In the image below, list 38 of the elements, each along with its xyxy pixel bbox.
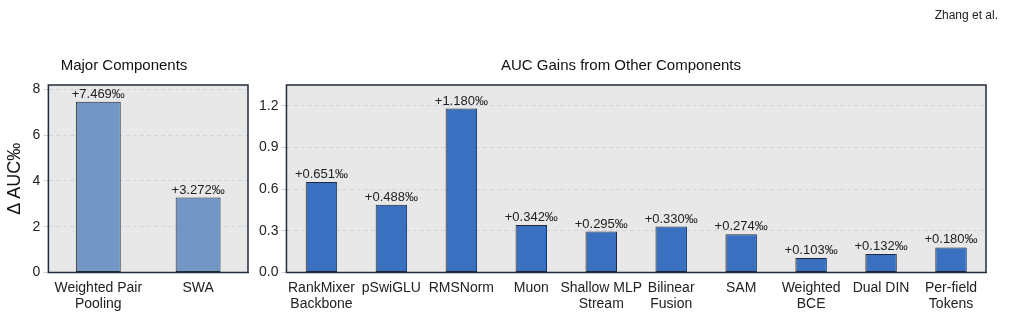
chart-title: Major Components <box>60 56 188 74</box>
data-label: +0.103‰ <box>784 242 838 258</box>
y-axis-title: Δ AUC‰ <box>3 142 24 215</box>
chart-title: AUC Gains from Other Components <box>500 56 742 74</box>
y-tick-label: 4 <box>32 171 41 188</box>
data-label: +0.342‰ <box>504 209 558 224</box>
data-label: +0.295‰ <box>574 215 628 231</box>
data-label: +0.274‰ <box>714 218 768 234</box>
y-tick-label: 6 <box>32 126 41 143</box>
x-tick-label: SWA <box>182 278 215 295</box>
x-tick-label: pSwiGLU <box>361 278 421 295</box>
data-label: +0.132‰ <box>854 238 908 254</box>
y-tick-label: 0.0 <box>258 263 279 280</box>
y-tick-label: 0.9 <box>258 138 279 155</box>
data-label: +3.272‰ <box>171 181 225 197</box>
x-tick-label: SAM <box>725 278 757 295</box>
x-tick-label: RMSNorm <box>428 278 495 295</box>
x-tick-label: Bilinear Fusion <box>647 278 695 312</box>
y-tick-label: 0 <box>32 263 41 280</box>
x-tick-label: Per-field Tokens <box>924 278 978 312</box>
x-tick-label: Shallow MLP Stream <box>560 278 643 312</box>
y-tick-label: 2 <box>32 217 41 234</box>
x-tick-label: RankMixer Backbone <box>287 278 356 312</box>
x-tick-label: Muon <box>513 278 549 295</box>
data-label: +7.469‰ <box>71 85 125 101</box>
x-tick-label: Dual DIN <box>852 278 910 295</box>
text: Zhang et al. <box>934 8 998 22</box>
data-label: +0.651‰ <box>294 166 348 182</box>
y-tick-label: 8 <box>32 80 41 97</box>
x-tick-label: Weighted Pair Pooling <box>54 278 143 312</box>
x-tick-label: Weighted BCE <box>781 278 841 312</box>
data-label: +0.330‰ <box>644 210 698 226</box>
data-label: +0.180‰ <box>924 231 978 247</box>
data-label: +0.488‰ <box>364 188 418 204</box>
y-tick-label: 1.2 <box>258 96 279 113</box>
data-label: +1.180‰ <box>434 92 488 108</box>
y-tick-label: 0.6 <box>258 179 279 196</box>
y-tick-label: 0.3 <box>258 221 279 238</box>
